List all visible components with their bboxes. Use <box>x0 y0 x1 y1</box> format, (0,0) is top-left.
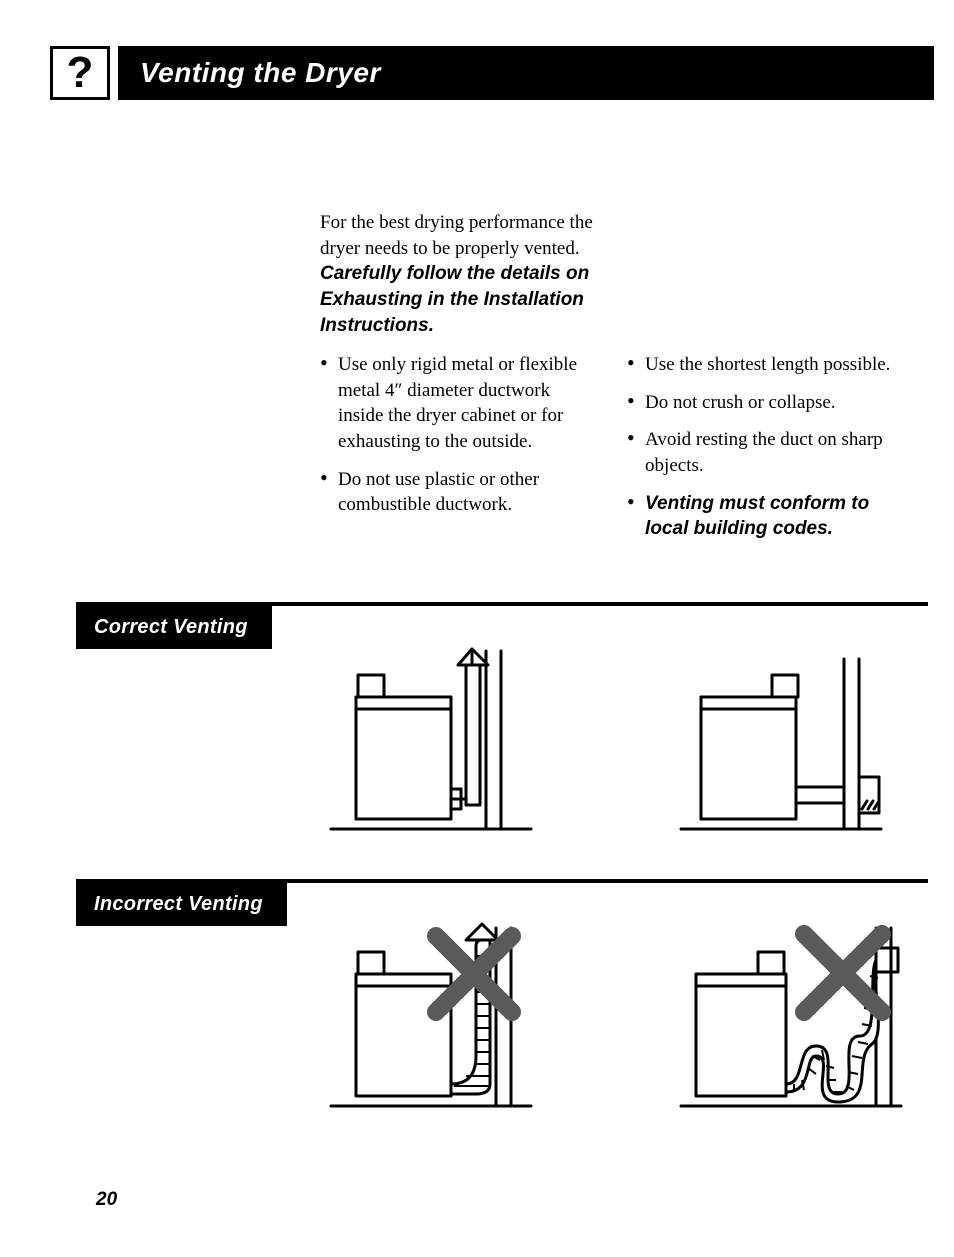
figure-row-correct <box>326 639 928 839</box>
intro-emphasis: Carefully follow the details on Exhausti… <box>320 263 589 335</box>
list-item: Use only rigid metal or flexible metal 4… <box>320 352 597 455</box>
section-incorrect: Incorrect Venting <box>76 879 928 1116</box>
question-icon: ? <box>50 46 110 100</box>
right-bullet-list: Use the shortest length possible. Do not… <box>627 352 914 542</box>
intro-paragraph: For the best drying performance the drye… <box>320 210 614 338</box>
section-label-correct: Correct Venting <box>76 606 272 649</box>
section-label-incorrect: Incorrect Venting <box>76 883 287 926</box>
diagram-incorrect-coiled <box>676 916 906 1116</box>
diagram-correct-horizontal <box>676 639 886 839</box>
section-correct: Correct Venting <box>76 602 928 839</box>
diagram-incorrect-crushed <box>326 916 536 1116</box>
list-item: Do not use plastic or other combustible … <box>320 467 597 518</box>
list-item: Do not crush or collapse. <box>627 390 914 416</box>
list-item: Venting must conform to local building c… <box>627 491 914 542</box>
page-title: Venting the Dryer <box>118 46 934 100</box>
diagram-correct-vertical <box>326 639 536 839</box>
bullet-col-right: Use the shortest length possible. Do not… <box>627 352 914 554</box>
page-header: ? Venting the Dryer <box>50 46 934 100</box>
intro-text: For the best drying performance the drye… <box>320 212 593 259</box>
list-item: Use the shortest length possible. <box>627 352 914 378</box>
list-item: Avoid resting the duct on sharp objects. <box>627 427 914 478</box>
bullet-columns: Use only rigid metal or flexible metal 4… <box>320 352 914 554</box>
left-bullet-list: Use only rigid metal or flexible metal 4… <box>320 352 597 518</box>
figure-row-incorrect <box>326 916 928 1116</box>
bullet-col-left: Use only rigid metal or flexible metal 4… <box>320 352 597 554</box>
page-number: 20 <box>96 1189 117 1211</box>
list-item-bold: Venting must conform to local building c… <box>645 493 869 540</box>
